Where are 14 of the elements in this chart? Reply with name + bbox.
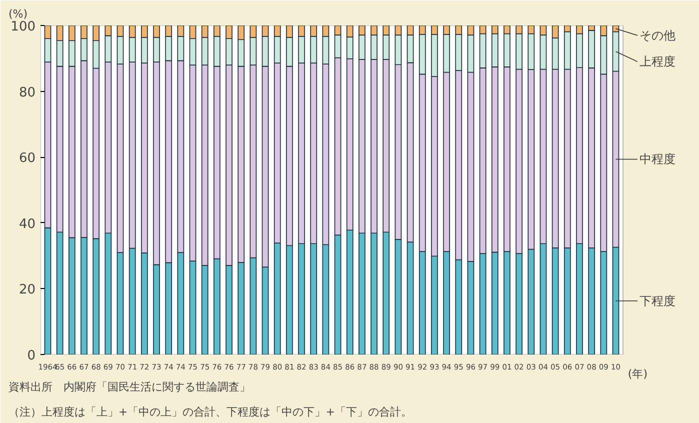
y-tick-label: 0 xyxy=(27,348,36,364)
text: 資料出所 内閣府「国民生活に関する世論調査」 xyxy=(8,380,250,394)
y-tick-label: 80 xyxy=(18,85,36,100)
series-label: 中程度 xyxy=(639,152,676,166)
y-axis-title: (%) xyxy=(8,8,28,20)
series-label: 上程度 xyxy=(639,54,676,69)
series-label: その他 xyxy=(639,28,676,42)
y-tick-label: 20 xyxy=(18,282,36,298)
y-tick-label: 60 xyxy=(18,151,36,166)
series-label: 下程度 xyxy=(639,294,676,308)
y-tick-label: 40 xyxy=(18,216,36,232)
text: （注）上程度は「上」+「中の上」の合計、下程度は「中の下」+「下」の合計。 xyxy=(8,406,412,418)
y-tick-label: 100 xyxy=(10,20,36,34)
x-axis-title: (年) xyxy=(628,368,648,380)
